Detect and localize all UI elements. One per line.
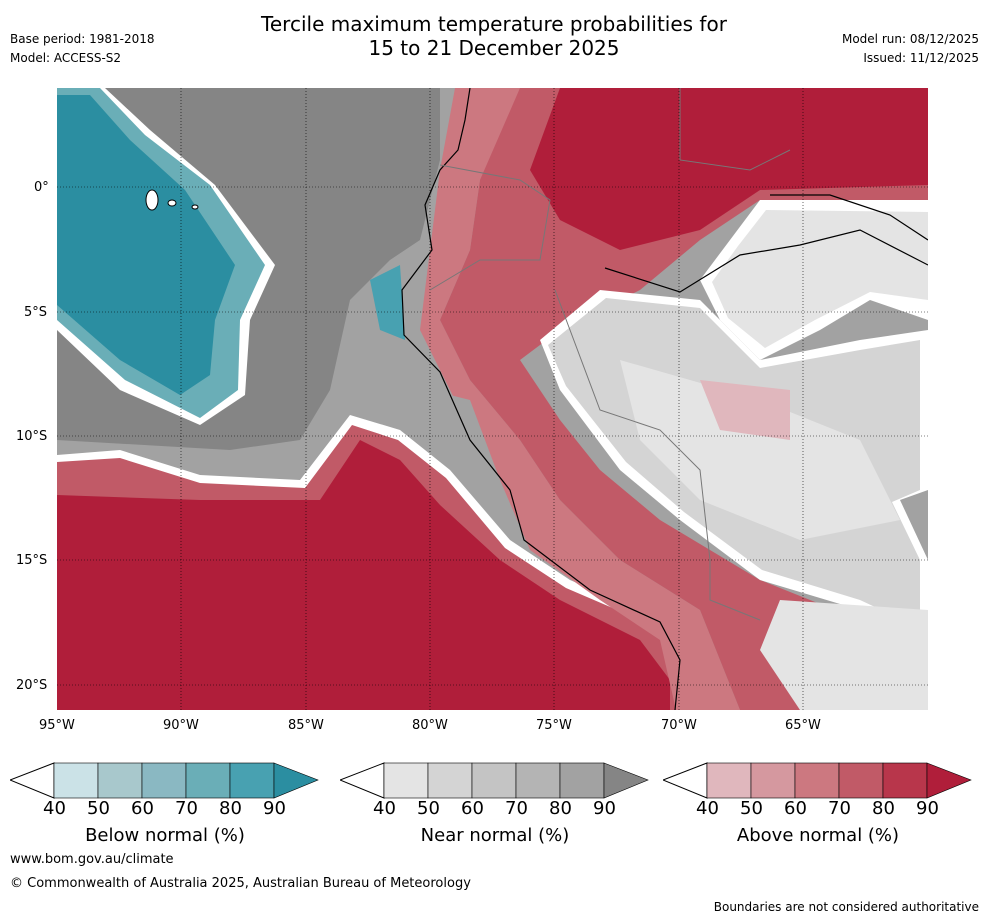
near-normal-colorbar: 40 50 60 70 80 90 Near normal (%) xyxy=(338,762,650,846)
near-normal-coastal-strip xyxy=(430,390,510,510)
near-normal-40-region xyxy=(620,360,900,540)
below-normal-90-region xyxy=(57,95,235,395)
colorbar-swatch xyxy=(706,762,752,799)
below-normal-colorbar-label: Below normal (%) xyxy=(85,825,245,846)
below-normal-colorbar: 40 50 60 70 80 90 Below normal (%) xyxy=(8,762,320,846)
colorbar-swatch xyxy=(750,762,796,799)
coastline[interactable] xyxy=(401,88,681,710)
above-normal-colorbar: 40 50 60 70 80 90 Above normal (%) xyxy=(661,762,973,846)
lat-label-10s: 10°S xyxy=(16,429,48,444)
title-line-2: 15 to 21 December 2025 xyxy=(368,36,620,60)
colorbar-swatch xyxy=(97,762,143,799)
above-normal-north-region xyxy=(440,88,928,710)
colorbar-tick-label: 50 xyxy=(87,798,110,819)
country-borders xyxy=(429,88,791,621)
colorbar-extend-low xyxy=(661,762,708,799)
title-line-1: Tercile maximum temperature probabilitie… xyxy=(261,12,727,36)
colorbar-tick-label: 80 xyxy=(549,798,572,819)
colorbar-swatch xyxy=(141,762,187,799)
base-period: Base period: 1981-2018 xyxy=(10,32,155,46)
near-normal-south-region xyxy=(760,600,928,710)
near-normal-east-region xyxy=(712,210,928,348)
colorbar-tick-label: 40 xyxy=(373,798,396,819)
graticule xyxy=(57,88,928,710)
colorbar-tick-label: 40 xyxy=(696,798,719,819)
lon-label-70w: 70°W xyxy=(661,718,697,733)
colorbar-swatch xyxy=(794,762,840,799)
colorbar-tick-label: 60 xyxy=(784,798,807,819)
lon-label-80w: 80°W xyxy=(412,718,448,733)
colorbar-swatch xyxy=(383,762,429,799)
river xyxy=(770,194,928,241)
colorbar-tick-label: 50 xyxy=(417,798,440,819)
colorbar-extend-low xyxy=(338,762,385,799)
colorbar-tick-label: 80 xyxy=(872,798,895,819)
colorbar-tick-label: 70 xyxy=(505,798,528,819)
above-normal-colorbar-label: Above normal (%) xyxy=(736,825,900,846)
colorbar-tick-label: 80 xyxy=(219,798,242,819)
disclaimer: Boundaries are not considered authoritat… xyxy=(713,900,979,914)
model-name: Model: ACCESS-S2 xyxy=(10,51,122,65)
colorbar-tick-label: 90 xyxy=(263,798,286,819)
colorbar-tick-label: 70 xyxy=(828,798,851,819)
above-normal-40-patch xyxy=(700,380,790,440)
colorbar-tick-label: 60 xyxy=(131,798,154,819)
lon-label-85w: 85°W xyxy=(288,718,324,733)
above-normal-90-ocean-region xyxy=(57,440,670,710)
lon-label-65w: 65°W xyxy=(785,718,821,733)
colorbar-tick-label: 60 xyxy=(461,798,484,819)
colorbar-extend-low xyxy=(8,762,55,799)
colorbar-tick-label: 50 xyxy=(740,798,763,819)
lon-label-95w: 95°W xyxy=(39,718,75,733)
near-normal-colorbar-label: Near normal (%) xyxy=(420,825,570,846)
colorbar-swatch xyxy=(53,762,99,799)
colorbar-swatch xyxy=(603,762,649,799)
colorbar-swatch xyxy=(273,762,319,799)
copyright: © Commonwealth of Australia 2025, Austra… xyxy=(10,876,471,891)
lon-label-75w: 75°W xyxy=(536,718,572,733)
lat-label-15s: 15°S xyxy=(16,553,48,568)
colorbar-swatch xyxy=(229,762,275,799)
colorbar-swatch xyxy=(427,762,473,799)
colorbar-swatch xyxy=(515,762,561,799)
model-run: Model run: 08/12/2025 xyxy=(841,32,979,46)
above-normal-90-north-region xyxy=(530,88,928,250)
colorbar-swatch xyxy=(471,762,517,799)
colorbar-swatch xyxy=(838,762,884,799)
website-link[interactable]: www.bom.gov.au/climate xyxy=(10,852,174,867)
lat-label-20s: 20°S xyxy=(16,678,48,693)
colorbar-tick-label: 40 xyxy=(43,798,66,819)
issued-date: Issued: 11/12/2025 xyxy=(863,51,979,65)
colorbar-tick-label: 90 xyxy=(916,798,939,819)
below-normal-coastal-region xyxy=(370,265,405,340)
amazon-river xyxy=(604,229,928,293)
colorbar-swatch xyxy=(559,762,605,799)
colorbar-tick-label: 70 xyxy=(175,798,198,819)
above-normal-land-region xyxy=(420,88,740,710)
colorbar-swatch xyxy=(926,762,972,799)
probability-map xyxy=(57,88,928,710)
lat-label-5s: 5°S xyxy=(24,305,48,320)
galapagos-islands xyxy=(145,189,199,211)
colorbar-swatch xyxy=(185,762,231,799)
lon-label-90w: 90°W xyxy=(163,718,199,733)
colorbar-swatch xyxy=(882,762,928,799)
lat-label-0: 0° xyxy=(34,180,49,195)
page-title: Tercile maximum temperature probabilitie… xyxy=(0,12,988,60)
colorbar-tick-label: 90 xyxy=(593,798,616,819)
